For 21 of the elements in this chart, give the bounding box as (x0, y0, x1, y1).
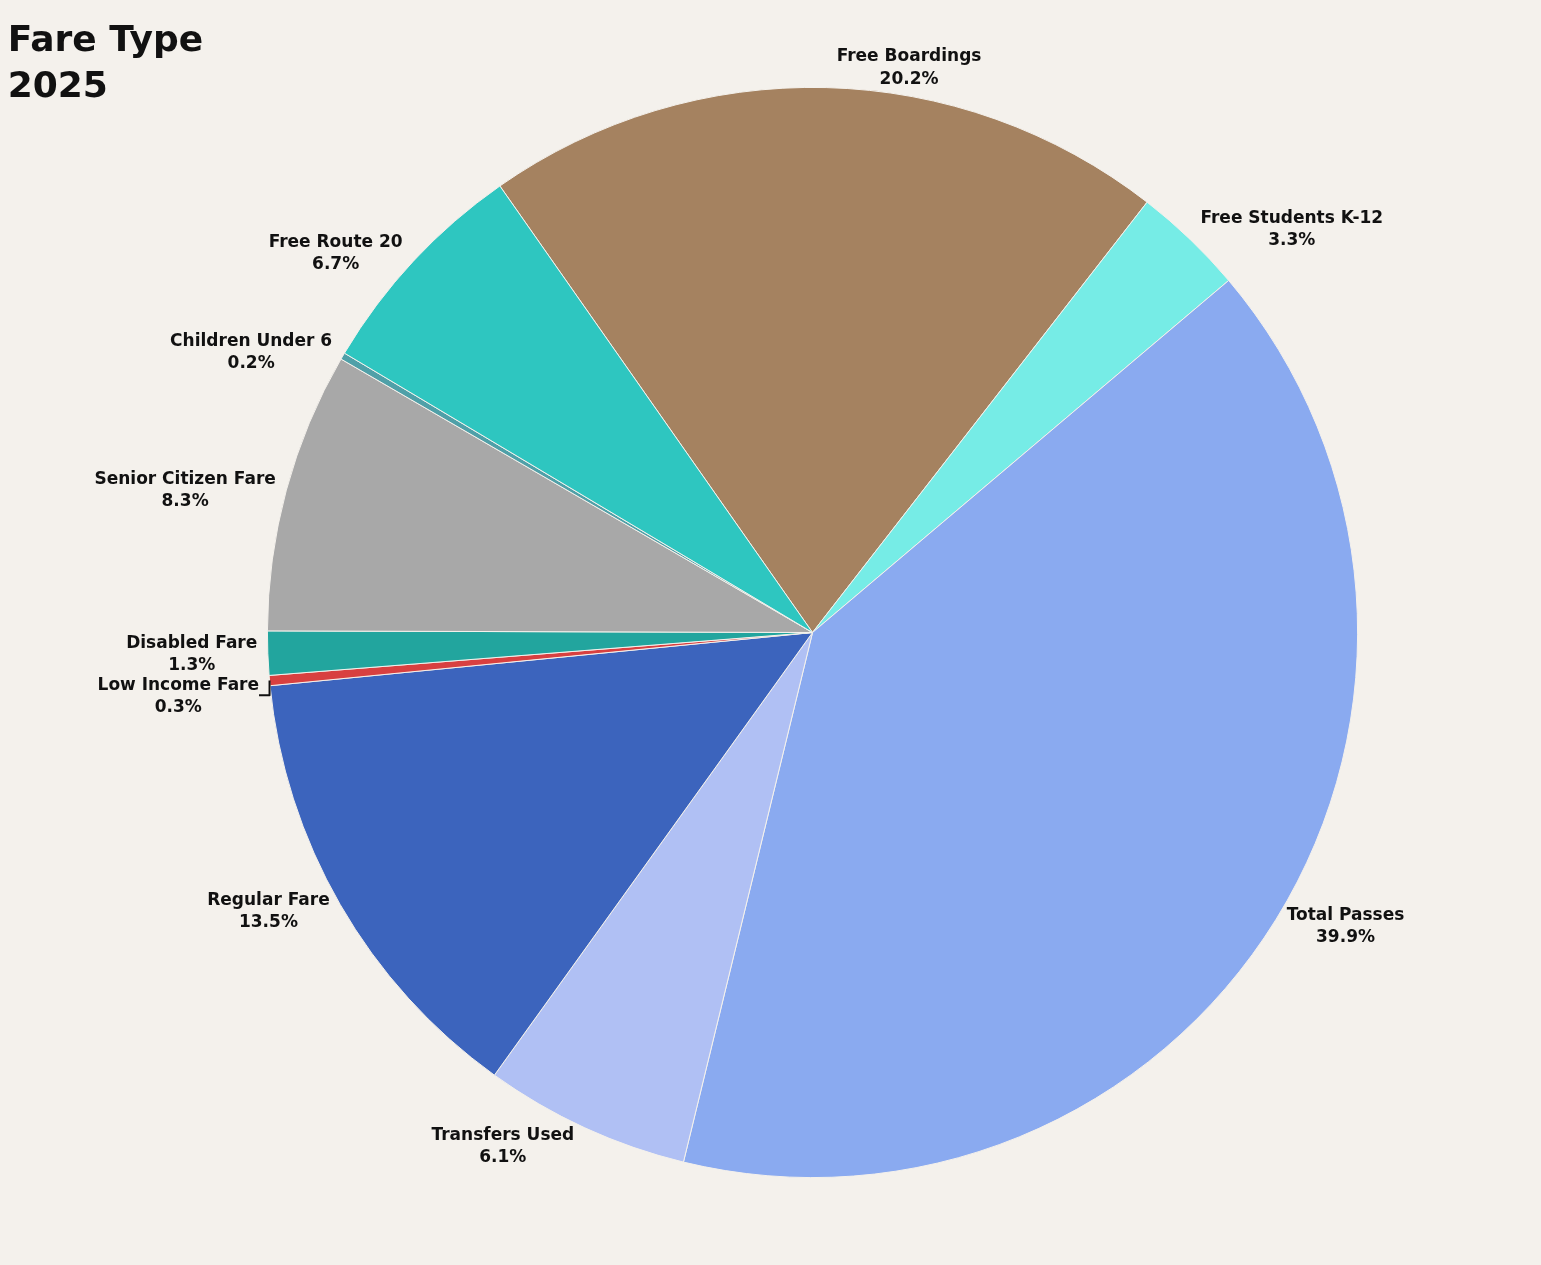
data-label: 6.7% (312, 252, 360, 273)
data-label: 0.2% (227, 351, 275, 372)
slice-label: Low Income Fare (97, 674, 260, 695)
slice-label: Free Boardings (836, 45, 982, 66)
slice-label: Free Route 20 (268, 230, 403, 251)
data-label: 0.3% (154, 696, 202, 717)
slice-label: Children Under 6 (170, 329, 333, 350)
chart-title: Fare Type 2025 (7, 17, 204, 106)
data-label: 6.1% (479, 1146, 527, 1167)
slice-label: Total Passes (1286, 903, 1405, 924)
slice-label: Free Students K-12 (1200, 207, 1384, 228)
slice-label: Regular Fare (207, 888, 330, 909)
data-label: 39.9% (1316, 926, 1376, 947)
data-label: 3.3% (1268, 229, 1316, 250)
data-label: 20.2% (879, 67, 939, 88)
slice-label: Disabled Fare (126, 632, 258, 653)
slice-label: Transfers Used (431, 1124, 575, 1145)
data-label: 13.5% (238, 910, 298, 931)
data-label: 1.3% (168, 654, 216, 675)
data-label: 8.3% (161, 489, 209, 510)
slice-label: Senior Citizen Fare (94, 467, 276, 488)
